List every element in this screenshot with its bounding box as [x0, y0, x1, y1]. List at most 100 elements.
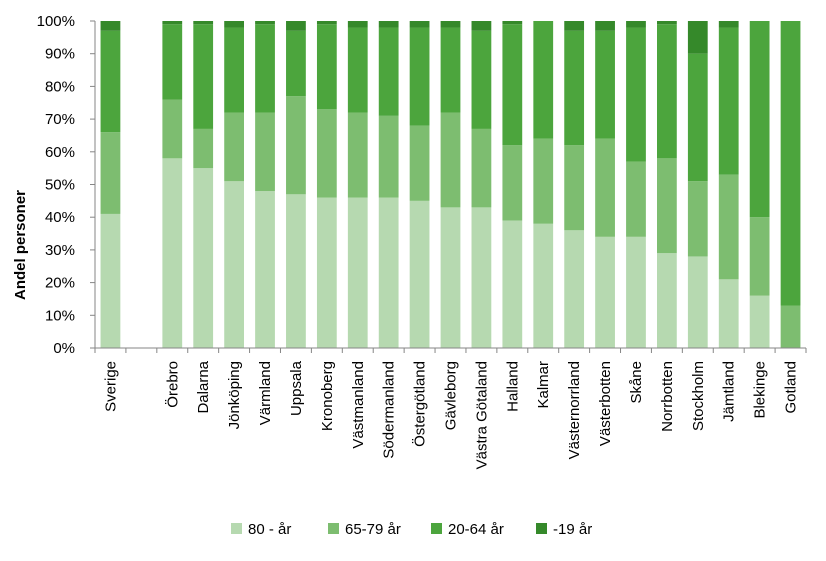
category-label: Halland [504, 361, 521, 412]
bar-segment-13-2 [533, 21, 554, 139]
bar-segment-20-2 [749, 21, 770, 218]
bar-segment-19-0 [718, 279, 739, 348]
y-tick-label: 30% [45, 242, 75, 259]
legend-swatch [328, 523, 339, 534]
legend: 80 - år 65-79 år 20-64 år -19 år [231, 521, 592, 538]
bar-segment-21-2 [780, 21, 801, 306]
bar-segment-10-1 [440, 112, 461, 208]
category-label: Västerbotten [597, 361, 614, 446]
bar-segment-2-1 [193, 128, 214, 169]
bar-segment-17-0 [657, 253, 677, 348]
bar-segment-20-1 [749, 217, 770, 296]
y-tick-label: 90% [45, 46, 75, 63]
category-label: Jönköping [226, 361, 243, 429]
category-label: Örebro [163, 361, 181, 408]
bar-segment-13-0 [533, 223, 554, 348]
bar-segment-8-1 [378, 115, 399, 198]
bar-segment-6-3 [316, 21, 337, 25]
bar-segment-0-2 [100, 30, 121, 133]
y-tick-labels: 0% 10% 20% 30% 40% 50% 60% 70% 80% 90% 100% [37, 13, 75, 357]
bar-segment-15-2 [595, 30, 615, 139]
y-tick-label: 20% [45, 275, 75, 292]
y-tick-label: 60% [45, 144, 75, 161]
bar-segment-2-0 [193, 168, 214, 348]
bar-segment-19-2 [718, 27, 739, 175]
bar-segment-15-0 [595, 236, 615, 348]
bar-segment-0-3 [100, 21, 121, 31]
bar-segment-13-1 [533, 138, 554, 224]
bar-segment-11-3 [471, 21, 492, 31]
bar-segment-7-2 [347, 27, 368, 113]
bar-segment-12-2 [502, 24, 523, 146]
bar-segment-11-2 [471, 30, 492, 129]
bar-segment-18-1 [687, 181, 708, 257]
legend-label: -19 år [553, 521, 592, 538]
bar-segment-5-1 [286, 96, 306, 195]
axes-group [90, 20, 807, 353]
bar-segment-4-2 [255, 24, 275, 113]
bar-segment-8-3 [378, 21, 399, 28]
category-label: Värmland [257, 361, 274, 425]
bar-segment-14-3 [564, 21, 585, 31]
y-tick-label: 0% [53, 340, 75, 357]
bar-segment-18-3 [687, 21, 708, 54]
bar-segment-6-2 [316, 24, 337, 110]
category-label: Blekinge [752, 361, 769, 419]
category-label: Södermanland [381, 361, 398, 459]
bar-segment-1-1 [162, 99, 183, 159]
y-tick-label: 10% [45, 307, 75, 324]
bar-segment-9-1 [409, 125, 430, 201]
bar-segment-9-0 [409, 200, 430, 348]
bar-segment-3-2 [224, 27, 244, 113]
bar-segment-6-1 [316, 109, 337, 198]
bar-segment-12-1 [502, 145, 523, 221]
bar-segment-21-1 [780, 305, 801, 348]
bar-segment-17-1 [657, 158, 677, 254]
category-label: Gotland [783, 361, 800, 414]
bar-segment-18-2 [687, 53, 708, 182]
bar-segment-2-3 [193, 21, 214, 25]
y-tick-label: 50% [45, 177, 75, 194]
bar-segment-7-1 [347, 112, 368, 198]
category-labels: Sverige Örebro Dalarna Jönköping Värmland Upp… [102, 360, 799, 469]
category-label: Dalarna [195, 360, 212, 413]
bar-segment-6-0 [316, 197, 337, 348]
y-tick-label: 40% [45, 209, 75, 226]
bar-segment-0-1 [100, 132, 121, 214]
category-label: Västra Götaland [473, 361, 490, 469]
bar-segment-5-2 [286, 30, 306, 97]
bar-segment-4-1 [255, 112, 275, 192]
bar-segment-5-3 [286, 21, 306, 31]
bar-segment-1-3 [162, 21, 183, 25]
category-label: Skåne [628, 361, 645, 404]
legend-swatch [536, 523, 547, 534]
bar-segment-14-0 [564, 230, 585, 348]
bar-segment-7-0 [347, 197, 368, 348]
legend-label: 20-64 år [448, 521, 504, 538]
bar-segment-15-3 [595, 21, 615, 31]
category-label: Sverige [102, 361, 119, 412]
bar-segment-20-0 [749, 295, 770, 348]
category-label: Östergötland [411, 361, 429, 447]
y-tick-label: 100% [37, 13, 75, 30]
bar-segment-4-0 [255, 191, 275, 348]
bar-segment-14-1 [564, 145, 585, 231]
bar-segment-16-1 [626, 161, 646, 237]
bar-segment-14-2 [564, 30, 585, 146]
bar-segment-12-3 [502, 21, 523, 25]
bar-segment-0-0 [100, 213, 121, 348]
bar-segment-1-0 [162, 158, 183, 348]
bar-segment-11-1 [471, 128, 492, 208]
bar-segment-4-3 [255, 21, 275, 25]
category-label: Uppsala [288, 360, 305, 416]
bar-segment-3-1 [224, 112, 244, 182]
category-label: Jämtland [721, 361, 738, 422]
bar-segment-16-3 [626, 21, 646, 28]
bar-segment-8-0 [378, 197, 399, 348]
category-label: Norrbotten [659, 361, 676, 432]
bars-group [100, 21, 801, 348]
legend-label: 65-79 år [345, 521, 401, 538]
bar-segment-10-3 [440, 21, 461, 28]
bar-segment-17-2 [657, 24, 677, 159]
bar-segment-10-0 [440, 207, 461, 348]
